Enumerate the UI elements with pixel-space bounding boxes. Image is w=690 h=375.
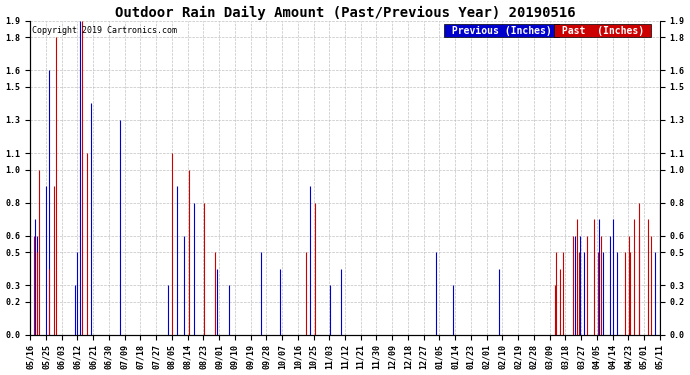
Text: Copyright 2019 Cartronics.com: Copyright 2019 Cartronics.com <box>32 26 177 34</box>
Text: Past  (Inches): Past (Inches) <box>556 26 650 36</box>
Text: Previous (Inches): Previous (Inches) <box>446 26 558 36</box>
Title: Outdoor Rain Daily Amount (Past/Previous Year) 20190516: Outdoor Rain Daily Amount (Past/Previous… <box>115 6 575 20</box>
